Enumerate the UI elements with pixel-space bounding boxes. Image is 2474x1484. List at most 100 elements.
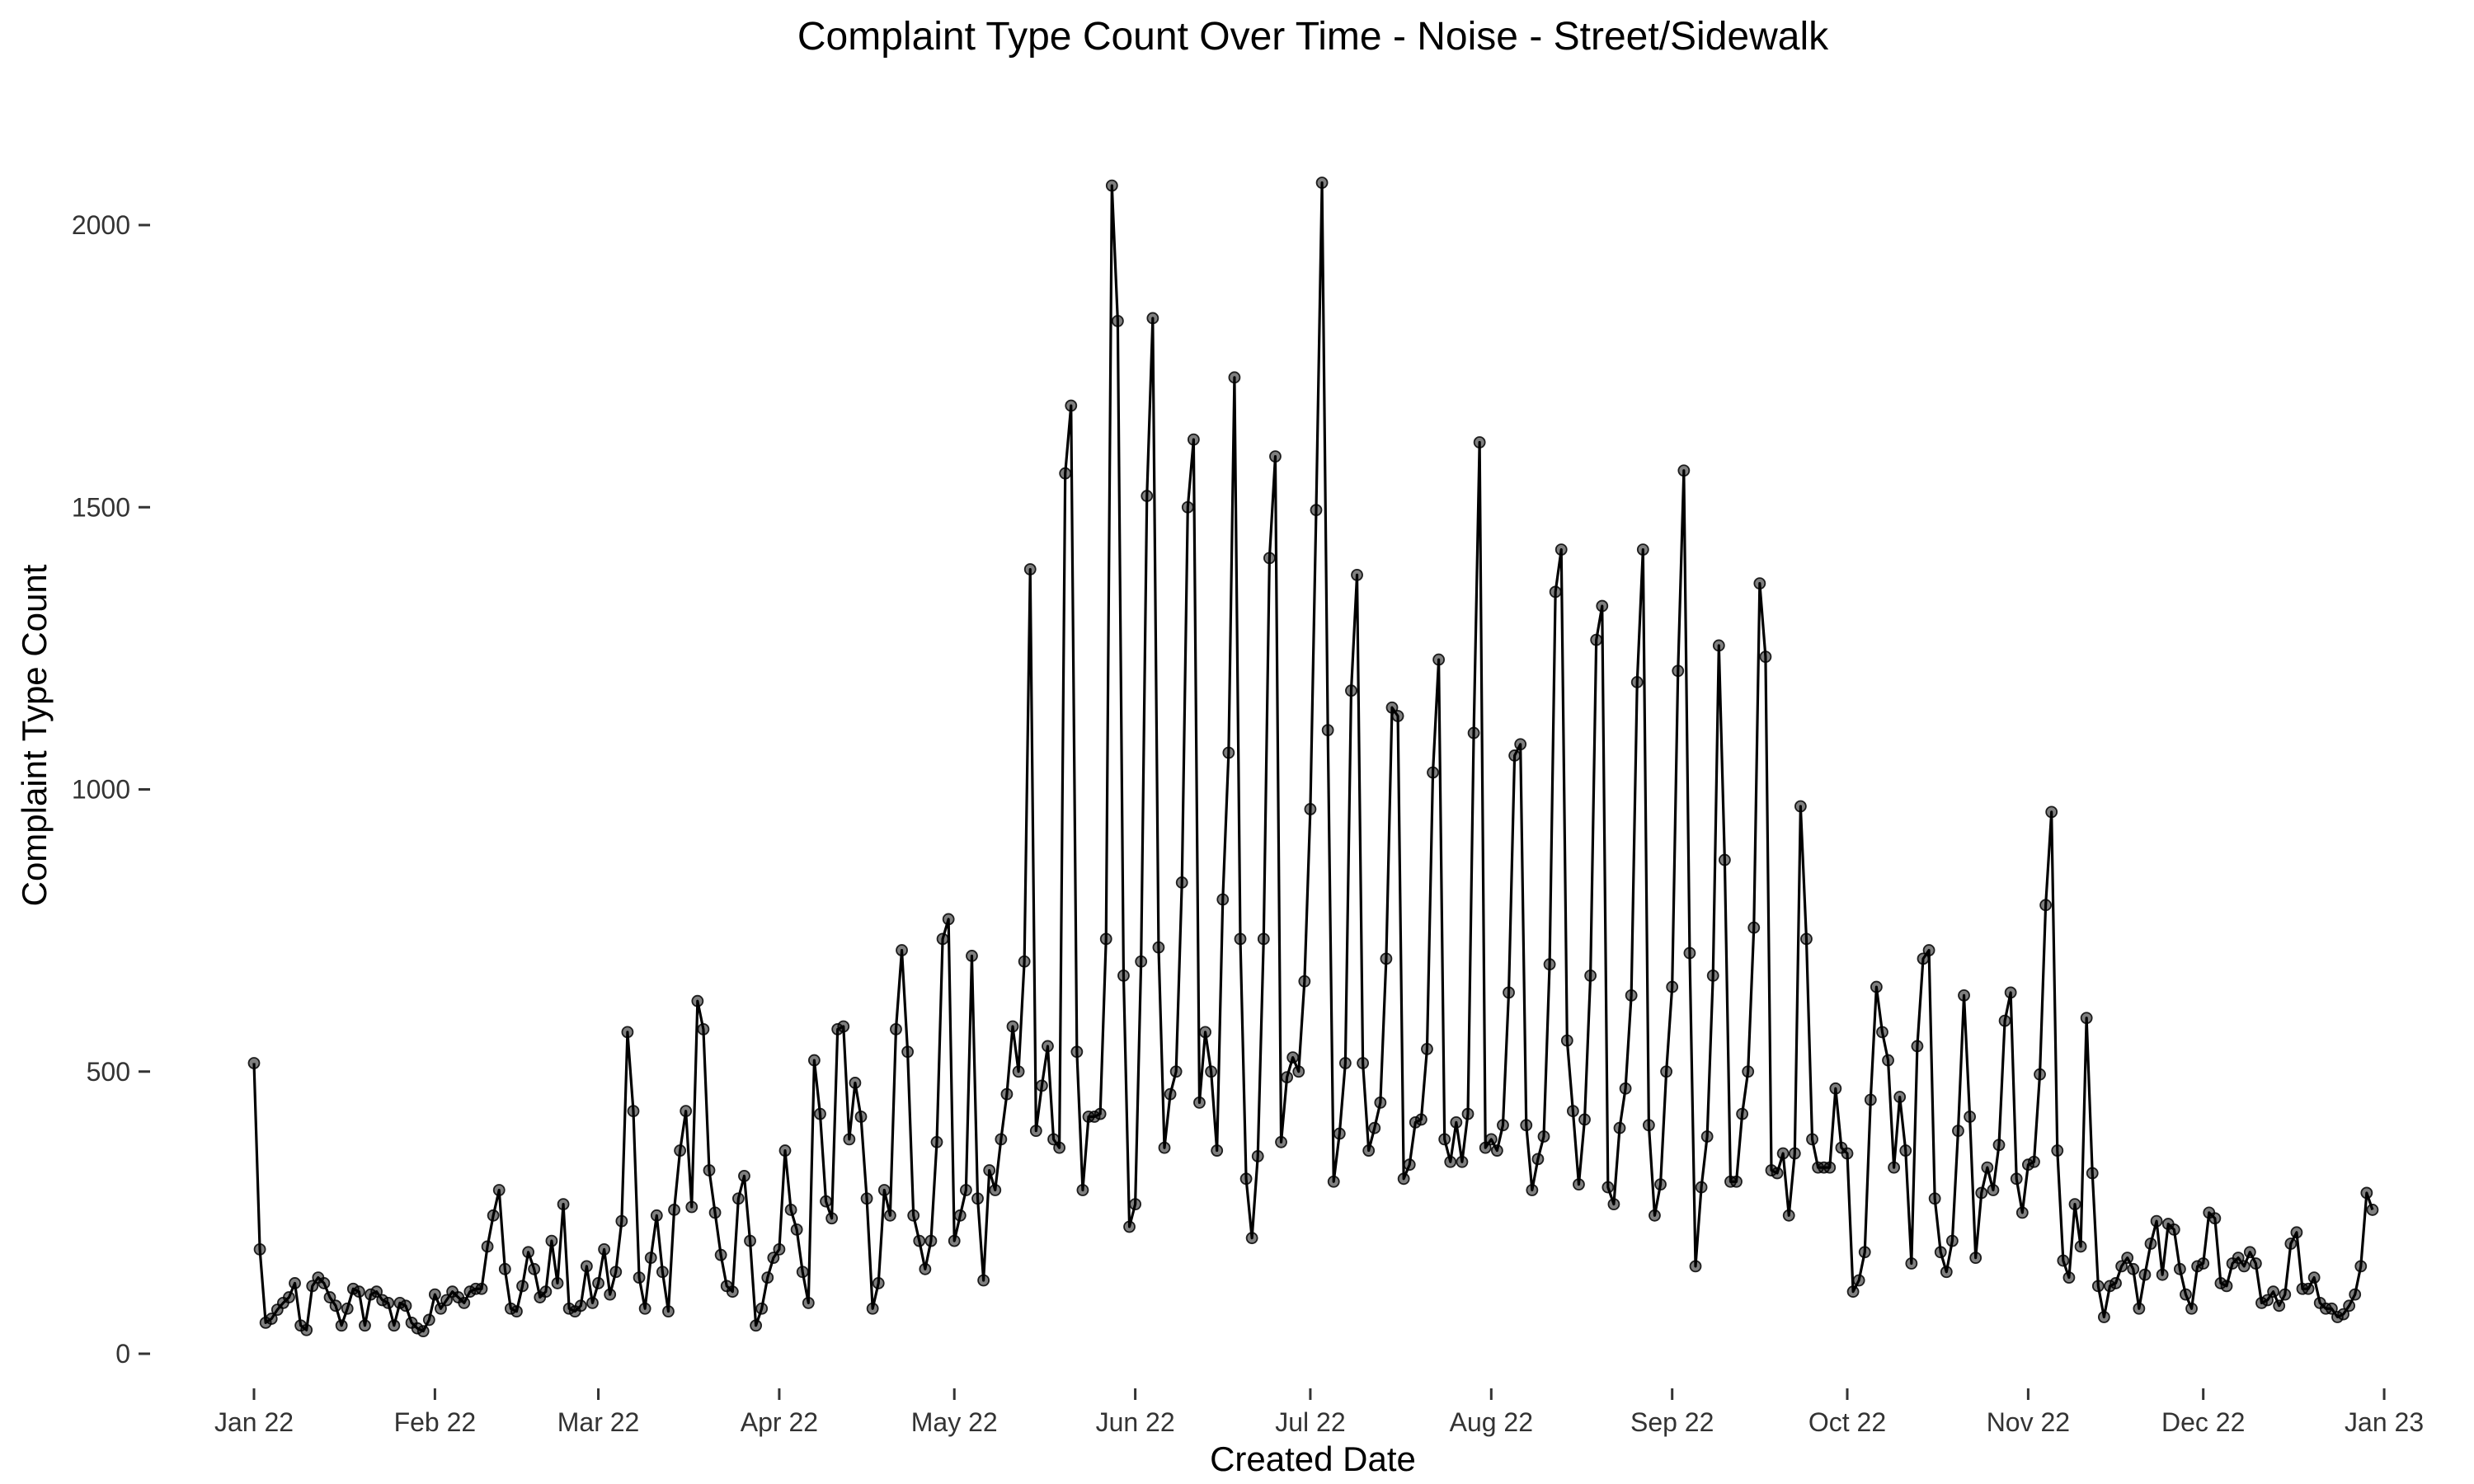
data-point <box>1800 932 1813 946</box>
data-point <box>2307 1271 2321 1284</box>
data-point <box>1310 504 1323 517</box>
data-point <box>247 1057 261 1069</box>
data-point <box>1549 585 1562 599</box>
data-point <box>1602 1181 1615 1194</box>
data-point <box>1543 958 1556 971</box>
data-point <box>440 1294 453 1307</box>
data-point <box>2185 1302 2198 1315</box>
data-point <box>2010 1172 2023 1186</box>
data-point <box>1245 1232 1258 1245</box>
data-point <box>1829 1082 1842 1095</box>
data-point <box>1526 1184 1539 1196</box>
data-point <box>650 1209 663 1222</box>
data-point <box>1187 433 1200 446</box>
data-point <box>1239 1172 1253 1186</box>
data-point <box>849 1077 862 1089</box>
data-point <box>1642 1119 1655 1132</box>
data-point <box>1846 1285 1860 1298</box>
data-point <box>2243 1246 2256 1259</box>
data-point <box>370 1285 383 1298</box>
data-point <box>1998 1014 2011 1027</box>
data-point <box>1257 932 1270 946</box>
data-point <box>492 1184 506 1196</box>
data-point <box>2138 1268 2152 1281</box>
data-point <box>633 1271 646 1284</box>
data-point <box>1981 1161 1994 1174</box>
data-point <box>1414 1113 1427 1126</box>
data-point <box>300 1323 313 1336</box>
data-point <box>2290 1226 2303 1239</box>
data-point <box>773 1242 786 1256</box>
data-point <box>995 1133 1008 1146</box>
data-point <box>335 1319 348 1332</box>
data-point <box>2167 1223 2180 1236</box>
data-point <box>731 1192 745 1205</box>
data-point <box>802 1296 815 1309</box>
data-point <box>907 1209 920 1222</box>
data-point <box>784 1204 797 1216</box>
data-point <box>930 1135 943 1148</box>
data-point <box>1059 467 1072 480</box>
data-point <box>306 1280 319 1293</box>
data-point <box>253 1242 266 1256</box>
data-point <box>2045 805 2058 819</box>
data-point <box>2034 1068 2046 1081</box>
data-point <box>2127 1262 2140 1275</box>
data-point <box>1023 563 1037 575</box>
data-point <box>1374 1097 1387 1109</box>
data-point <box>1625 989 1638 1002</box>
data-point <box>989 1184 1002 1196</box>
data-point <box>1065 399 1078 412</box>
data-point <box>1211 1144 1224 1157</box>
data-point <box>1357 1057 1370 1069</box>
data-point <box>942 913 955 926</box>
data-point <box>1870 980 1883 993</box>
data-point <box>936 932 949 946</box>
data-point <box>1000 1087 1014 1101</box>
data-point <box>1397 1172 1410 1186</box>
data-point <box>1164 1087 1177 1101</box>
data-point <box>896 944 908 956</box>
data-point <box>2267 1285 2280 1298</box>
data-point <box>2080 1012 2093 1025</box>
data-point <box>913 1234 926 1247</box>
data-point <box>1047 1133 1060 1146</box>
data-point <box>1782 1209 1795 1222</box>
data-point <box>1327 1175 1340 1188</box>
data-point <box>977 1274 990 1287</box>
data-point <box>674 1144 687 1157</box>
data-point <box>1660 1065 1673 1078</box>
data-point <box>1298 974 1311 988</box>
data-point <box>1759 650 1772 664</box>
data-point <box>668 1204 680 1216</box>
data-point <box>1035 1079 1048 1092</box>
data-point <box>948 1234 961 1247</box>
data-point <box>691 994 704 1007</box>
data-point <box>481 1240 494 1253</box>
data-point <box>1444 1155 1457 1168</box>
data-point <box>615 1214 628 1228</box>
data-point <box>1421 1042 1433 1055</box>
data-point <box>1893 1091 1907 1103</box>
data-point <box>1730 1175 1743 1188</box>
data-point <box>1484 1133 1498 1146</box>
x-tick-label: Aug 22 <box>1450 1407 1533 1437</box>
data-point <box>2133 1302 2146 1315</box>
data-point <box>644 1252 657 1265</box>
data-point <box>2156 1268 2169 1281</box>
data-point <box>2150 1214 2163 1228</box>
data-point <box>1596 599 1609 613</box>
data-point <box>1450 1115 1463 1129</box>
data-point <box>1590 633 1603 646</box>
data-point <box>487 1209 500 1222</box>
data-point <box>1806 1133 1818 1146</box>
data-point <box>498 1262 511 1275</box>
y-tick-label: 0 <box>115 1339 130 1369</box>
data-point <box>872 1277 885 1289</box>
data-point <box>341 1302 354 1315</box>
data-point <box>1747 921 1761 934</box>
data-point <box>2354 1260 2368 1273</box>
data-point <box>399 1299 412 1313</box>
data-point <box>2015 1206 2029 1219</box>
